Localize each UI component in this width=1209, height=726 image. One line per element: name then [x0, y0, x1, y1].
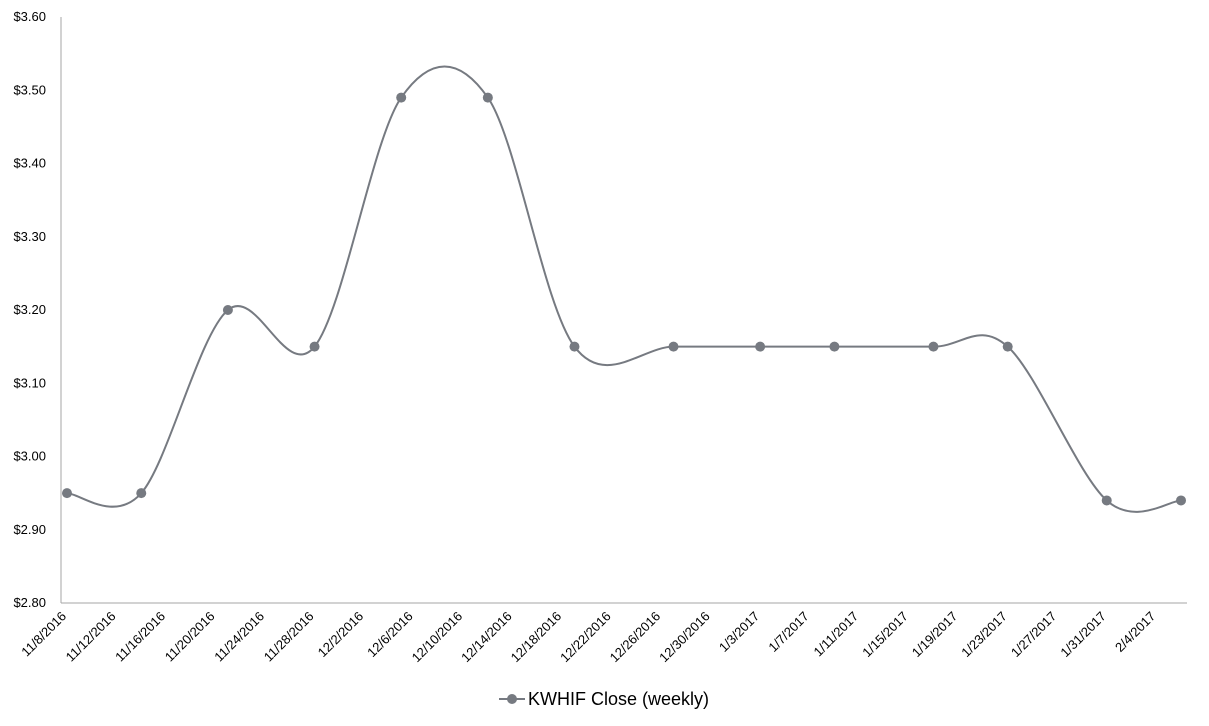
x-tick-label: 12/26/2016	[607, 609, 664, 666]
x-tick-label: 1/3/2017	[716, 609, 762, 655]
data-point	[62, 488, 72, 499]
x-tick-label: 12/22/2016	[557, 609, 614, 666]
y-tick-label: $2.90	[13, 522, 46, 537]
x-tick-label: 1/15/2017	[859, 609, 911, 661]
y-tick-label: $3.10	[13, 375, 46, 390]
x-tick-label: 12/14/2016	[458, 609, 515, 666]
y-tick-label: $3.00	[13, 449, 46, 464]
y-tick-label: $3.50	[13, 82, 46, 97]
data-point	[569, 341, 580, 352]
data-point	[1176, 495, 1186, 506]
x-tick-label: 12/30/2016	[656, 609, 713, 666]
x-axis-ticks: 11/8/201611/12/201611/16/201611/20/20161…	[18, 609, 1158, 666]
data-point	[1101, 495, 1112, 506]
data-point	[928, 341, 939, 352]
x-tick-label: 1/31/2017	[1057, 609, 1109, 661]
y-tick-label: $2.80	[13, 595, 46, 610]
data-point	[309, 341, 320, 352]
x-tick-label: 11/20/2016	[162, 609, 218, 665]
x-tick-label: 11/28/2016	[261, 609, 317, 665]
x-tick-label: 1/23/2017	[958, 609, 1010, 661]
data-point	[668, 341, 679, 352]
y-tick-label: $3.40	[13, 156, 46, 171]
data-point	[482, 92, 493, 103]
y-axis-ticks: $2.80 $2.90 $3.00 $3.10 $3.20 $3.30 $3.40 $3.50…	[13, 9, 46, 610]
data-point	[1002, 341, 1013, 352]
x-tick-label: 12/2/2016	[315, 609, 367, 661]
legend-label: KWHIF Close (weekly)	[528, 689, 709, 709]
x-tick-label: 1/19/2017	[909, 609, 961, 661]
series-line-kwhif	[66, 65, 1182, 513]
x-tick-label: 2/4/2017	[1112, 609, 1158, 655]
data-point	[755, 341, 766, 352]
x-tick-label: 1/11/2017	[810, 609, 861, 660]
x-tick-label: 11/16/2016	[112, 609, 168, 665]
x-tick-label: 1/27/2017	[1008, 609, 1060, 661]
data-points	[62, 92, 1186, 506]
data-point	[829, 341, 840, 352]
legend: KWHIF Close (weekly)	[499, 689, 709, 709]
data-point	[396, 92, 407, 103]
x-tick-label: 12/10/2016	[409, 609, 466, 666]
x-tick-label: 12/6/2016	[364, 609, 416, 661]
x-tick-label: 1/7/2017	[765, 609, 811, 655]
legend-marker-swatch	[507, 694, 517, 704]
data-point	[136, 488, 147, 499]
x-tick-label: 12/18/2016	[508, 609, 565, 666]
y-tick-label: $3.30	[13, 229, 46, 244]
y-tick-label: $3.20	[13, 302, 46, 317]
data-point	[222, 305, 233, 315]
x-tick-label: 11/8/2016	[18, 609, 69, 660]
x-tick-label: 11/24/2016	[211, 609, 267, 665]
y-tick-label: $3.60	[13, 9, 46, 24]
x-tick-label: 11/12/2016	[63, 609, 119, 665]
